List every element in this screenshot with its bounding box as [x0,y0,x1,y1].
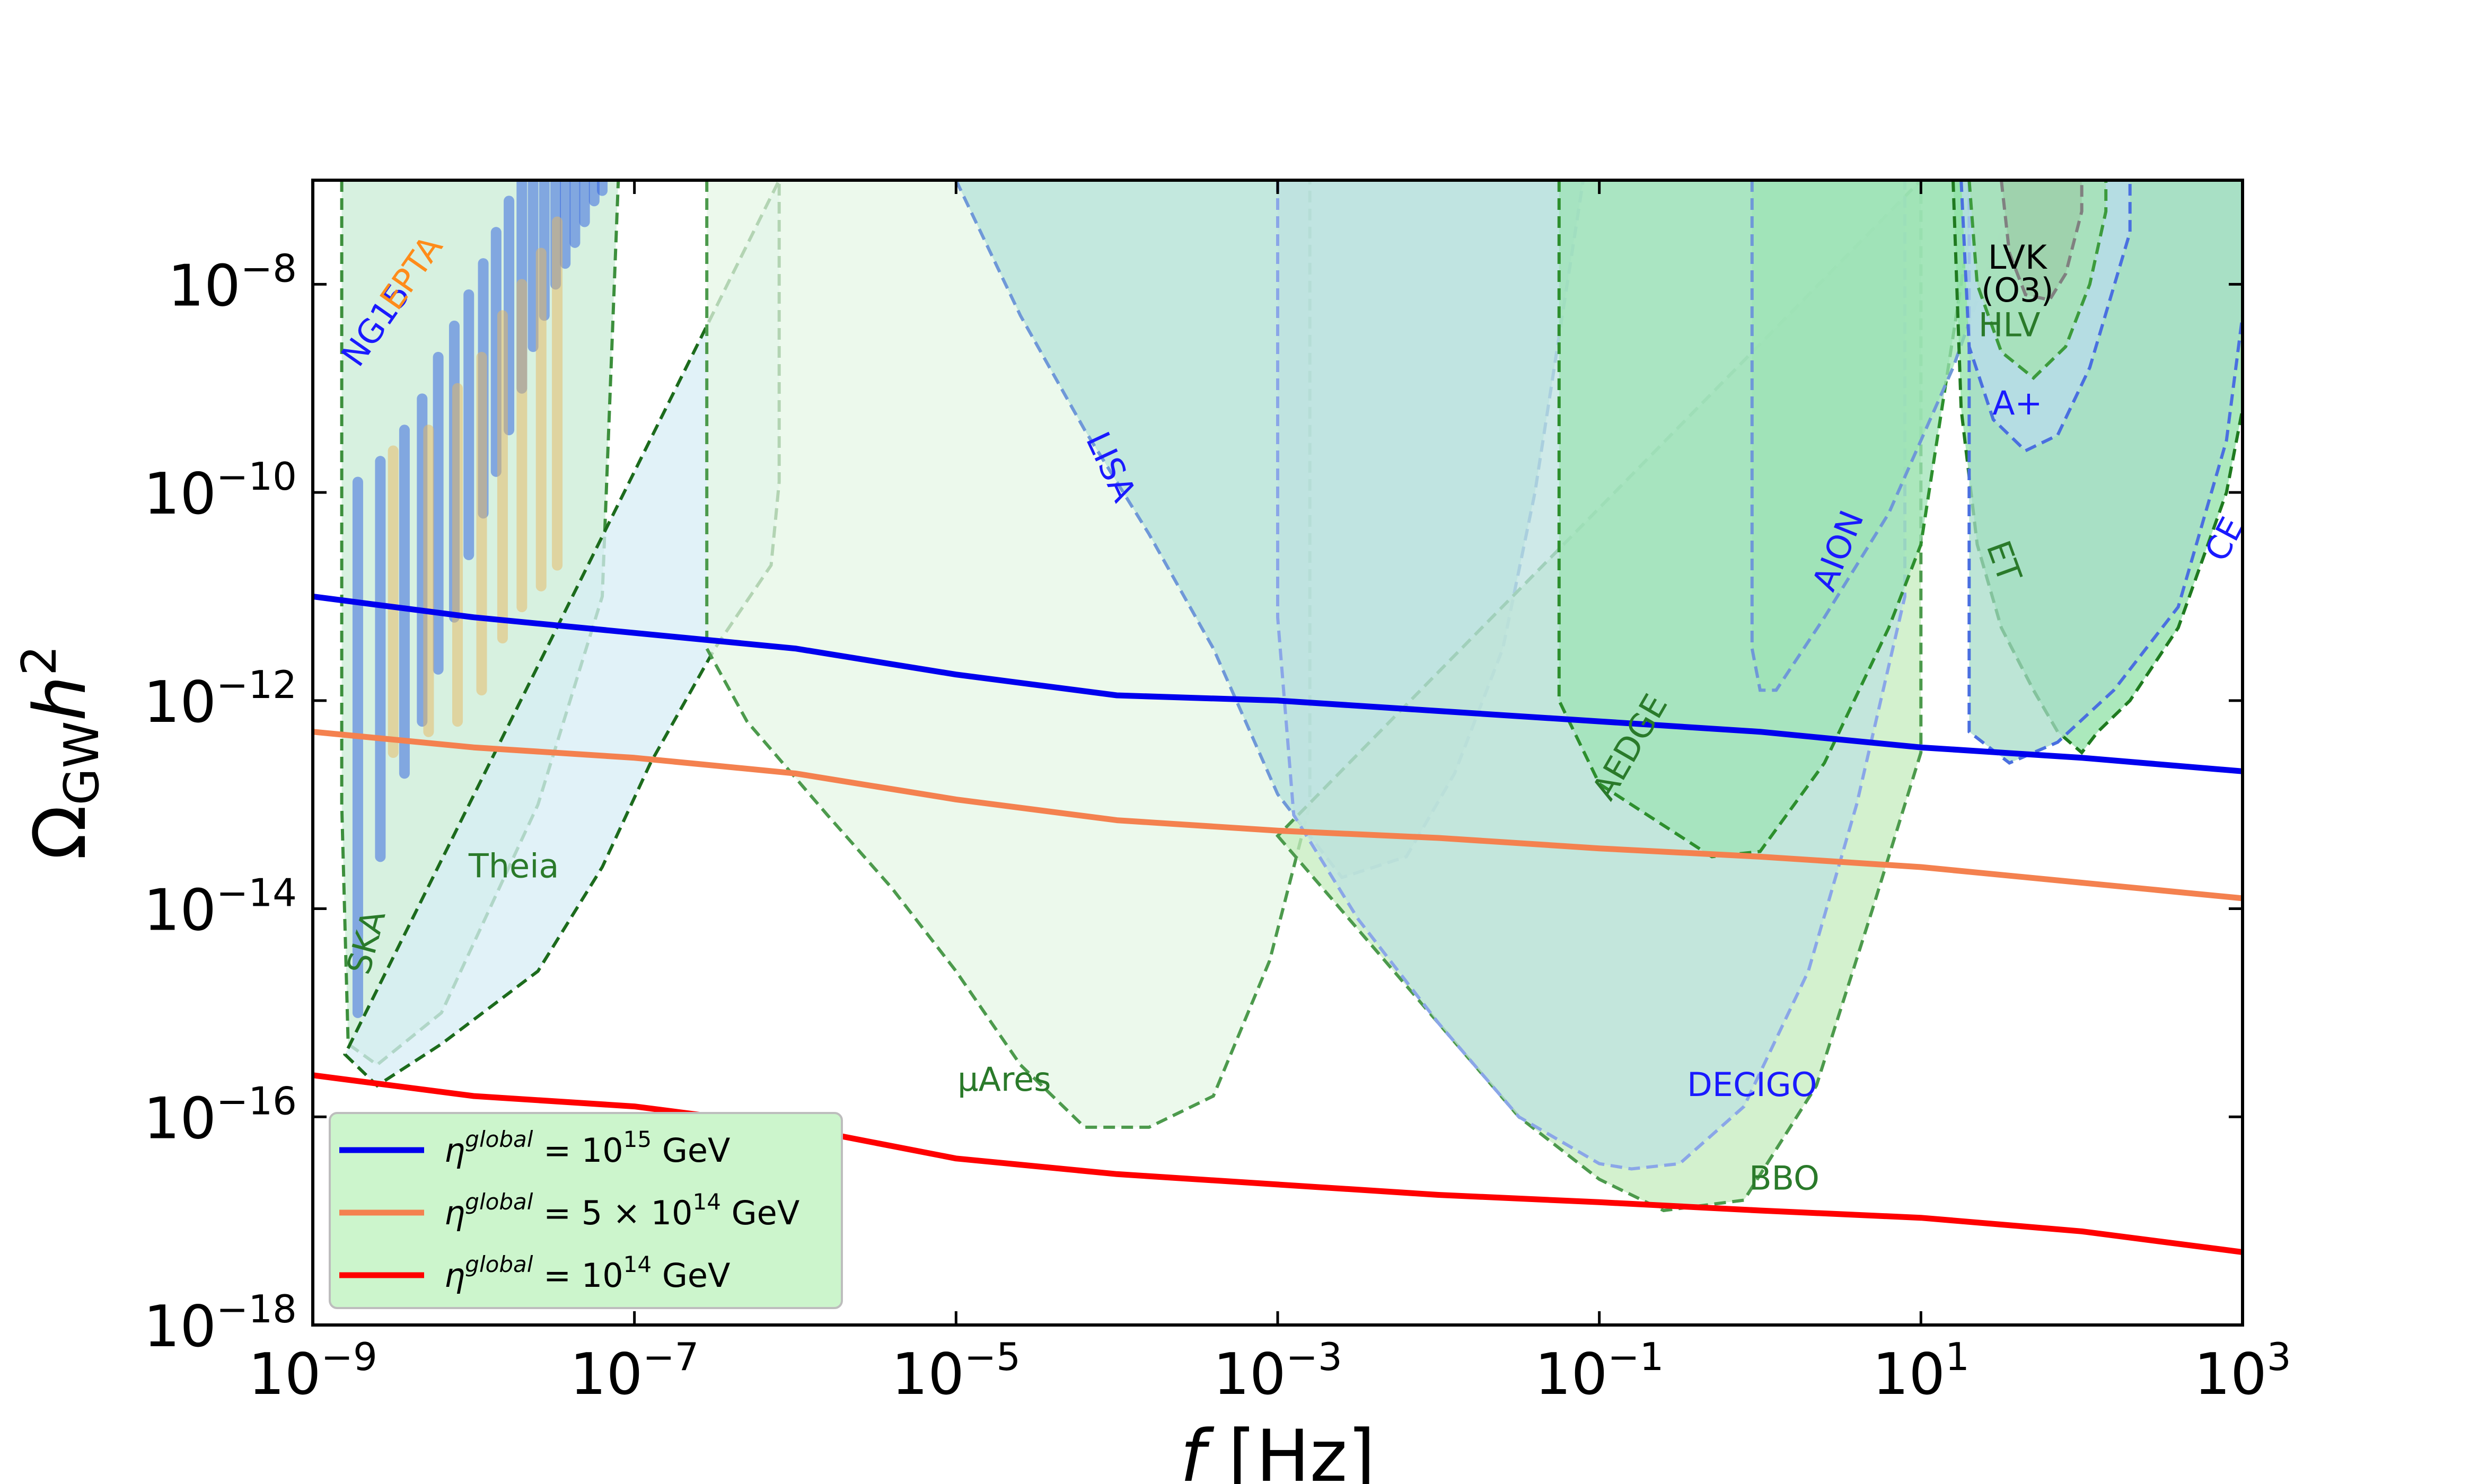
legend-box [329,1112,843,1309]
label-hlv: HLV [1979,306,2041,344]
y-tick-base: 10 [144,461,216,527]
x-tick-label: 10−3 [1213,1335,1342,1408]
y-tick-exp: −12 [216,662,297,707]
y-tick-base: 10 [144,1085,216,1152]
y-tick-label: 10−8 [168,246,297,319]
x-tick-exp: −5 [964,1335,1021,1379]
y-tick-exp: −14 [216,871,297,915]
y-tick-label: 10−18 [144,1287,297,1360]
x-tick-base: 10 [2194,1341,2266,1408]
y-tick-label: 10−10 [144,454,297,527]
data-series [313,594,2243,1255]
y-tick-base: 10 [144,1294,216,1360]
x-tick-base: 10 [1535,1341,1607,1408]
region-lvk-o3 [1999,180,2084,302]
label-a: A+ [1992,384,2042,422]
y-tick-label: 10−16 [144,1079,297,1152]
series-line-1 [313,729,2243,902]
x-tick-label: 10−5 [892,1335,1021,1408]
region-theia [343,180,781,1088]
series-line-2 [313,1072,2243,1255]
pta-bands [352,180,608,1018]
x-tick-exp: 3 [2267,1335,2291,1379]
x-tick-exp: −9 [321,1335,377,1379]
x-tick-label: 10−7 [570,1335,699,1408]
detector-sensitivity-regions [340,180,2243,1213]
y-tick-exp: −8 [241,246,297,290]
label-bbo: BBO [1749,1159,1819,1198]
y-axis-label: ΩGWh2 [12,646,110,860]
label-lvk-o3: LVK [1988,238,2047,277]
label-lvk-o3-run: (O3) [1981,271,2054,310]
legend-label-0: ηglobal = 1015 GeV [444,1126,730,1170]
x-tick-base: 10 [248,1341,321,1408]
legend-label-2: ηglobal = 1014 GeV [444,1251,730,1295]
x-tick-exp: −7 [643,1335,699,1379]
label-ares: μAres [957,1060,1051,1099]
y-tick-exp: −16 [216,1079,297,1123]
x-tick-label: 10−1 [1535,1335,1664,1408]
y-tick-base: 10 [168,253,240,319]
y-tick-label: 10−14 [144,871,297,944]
y-tick-exp: −10 [216,454,297,499]
y-tick-label: 10−12 [144,662,297,736]
x-axis-ticks: 10−9 10−7 10−5 10−3 10−1 101 103 [248,180,2291,1408]
x-tick-exp: 1 [1945,1335,1970,1379]
x-tick-base: 10 [570,1341,643,1408]
x-tick-label: 101 [1873,1335,1970,1408]
x-tick-base: 10 [1213,1341,1286,1408]
x-tick-exp: −3 [1286,1335,1342,1379]
y-tick-exp: −18 [216,1287,297,1331]
x-tick-base: 10 [892,1341,964,1408]
y-tick-base: 10 [144,669,216,736]
x-tick-exp: −1 [1607,1335,1664,1379]
label-decigo: DECIGO [1687,1065,1817,1104]
x-tick-label: 10−9 [248,1335,377,1408]
y-tick-base: 10 [144,878,216,944]
series-line-0 [313,594,2243,774]
legend: ηglobal = 1015 GeV ηglobal = 5 × 1014 GeV… [329,1112,843,1309]
x-axis-label: f [Hz] [1180,1415,1375,1484]
legend-label-1: ηglobal = 5 × 1014 GeV [444,1189,799,1232]
x-tick-base: 10 [1873,1341,1945,1408]
x-tick-label: 103 [2194,1335,2291,1408]
label-theia: Theia [468,847,559,886]
